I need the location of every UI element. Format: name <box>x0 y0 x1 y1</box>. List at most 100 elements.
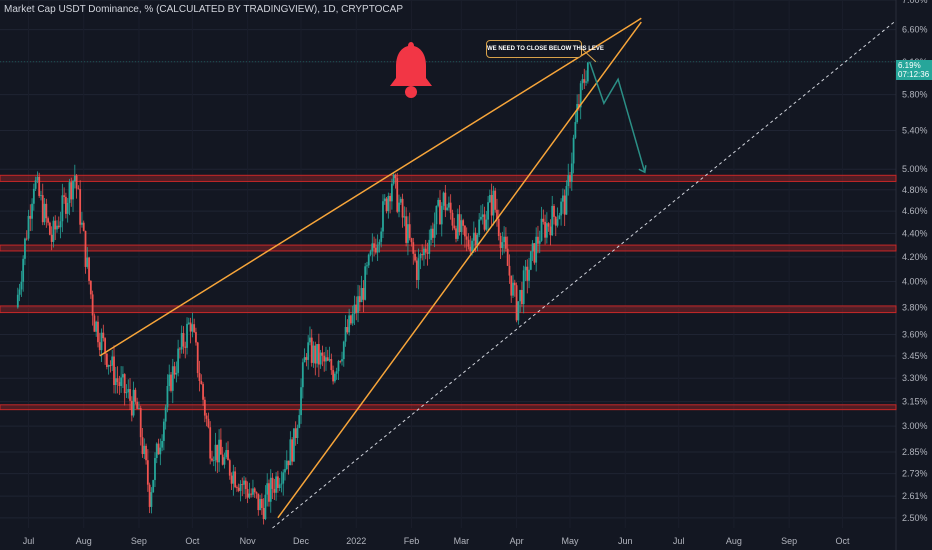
candle-body <box>341 359 343 362</box>
candle-body <box>75 175 78 189</box>
candle-body <box>337 361 340 372</box>
candle-body <box>474 232 477 246</box>
candle-body <box>415 260 418 281</box>
candle-body <box>344 327 347 342</box>
candle-body <box>476 234 479 246</box>
candle-body <box>528 269 530 281</box>
candle-body <box>515 285 518 321</box>
candle-body <box>241 483 244 485</box>
candle-body <box>221 454 224 465</box>
candle-body <box>236 487 238 488</box>
candle-body <box>412 242 415 254</box>
candle-body <box>421 254 424 256</box>
candle-body <box>544 221 546 238</box>
wedge-trendline <box>277 21 642 519</box>
candle-body <box>77 188 80 190</box>
y-tick-label: 3.00% <box>902 421 928 431</box>
candle-body <box>139 408 142 438</box>
candle-body <box>453 225 456 229</box>
candle-body <box>357 296 359 313</box>
candle-body <box>146 460 149 485</box>
candle-body <box>25 238 28 240</box>
candle-body <box>141 437 144 455</box>
support-zone <box>0 305 897 314</box>
candle-body <box>253 488 256 493</box>
candle-body <box>260 498 263 508</box>
candle-body <box>189 322 192 332</box>
candle-body <box>259 498 261 511</box>
candle-body <box>585 81 587 83</box>
candle-body <box>285 460 288 470</box>
candle-body <box>132 389 135 416</box>
candle-body <box>284 469 286 473</box>
candle-body <box>65 196 67 214</box>
x-tick-label: Feb <box>404 536 420 546</box>
candle-body <box>312 345 315 363</box>
candle-body <box>540 218 543 241</box>
y-tick-label: 6.60% <box>902 25 928 35</box>
x-tick-label: Jun <box>618 536 633 546</box>
x-tick-label: Jul <box>673 536 685 546</box>
candle-body <box>385 198 388 212</box>
candle-body <box>301 362 304 388</box>
candle-body <box>150 492 153 507</box>
candle-body <box>497 219 500 237</box>
candle-body <box>561 195 564 202</box>
candle-body <box>104 338 106 354</box>
candle-body <box>488 195 491 203</box>
candle-body <box>390 183 393 202</box>
candle-body <box>471 240 473 252</box>
candle-body <box>506 248 509 266</box>
x-tick-label: Sep <box>131 536 147 546</box>
candle-body <box>127 389 130 393</box>
candle-body <box>243 480 245 485</box>
candle-body <box>43 203 46 223</box>
candle-body <box>447 202 450 208</box>
candle-body <box>196 342 199 374</box>
candle-body <box>569 175 571 182</box>
candle-body <box>576 104 579 123</box>
candle-body <box>98 342 101 351</box>
candle-body <box>481 214 484 217</box>
candle-body <box>143 445 146 455</box>
candle-body <box>198 373 201 382</box>
candle-body <box>551 205 554 236</box>
candle-body <box>289 439 292 466</box>
candle-body <box>202 384 204 400</box>
y-tick-label: 4.40% <box>902 229 928 239</box>
bell-icon[interactable] <box>388 38 434 100</box>
x-tick-label: Sep <box>781 536 797 546</box>
last-price-badge: 6.19% 07:12:36 <box>896 60 932 80</box>
candle-body <box>134 389 137 402</box>
candle-body <box>296 427 299 438</box>
y-tick-label: 4.20% <box>902 252 928 262</box>
candle-body <box>81 222 83 225</box>
callout-annotation[interactable]: WE NEED TO CLOSE BELOW THIS LEVE <box>486 40 604 58</box>
candle-body <box>387 195 390 212</box>
candle-body <box>458 214 461 233</box>
candle-body <box>305 357 308 360</box>
x-tick-label: Mar <box>454 536 470 546</box>
projection-arrow <box>588 61 646 173</box>
candle-body <box>40 195 42 196</box>
candle-body <box>487 202 489 220</box>
candle-body <box>579 83 582 108</box>
chart-title: Market Cap USDT Dominance, % (CALCULATED… <box>4 4 403 15</box>
candle-body <box>187 322 190 324</box>
candle-body <box>171 366 174 391</box>
candle-body <box>396 178 399 212</box>
candle-body <box>186 323 188 348</box>
candle-body <box>517 301 520 321</box>
candle-body <box>367 254 370 266</box>
candle-body <box>225 450 228 458</box>
candle-body <box>250 493 253 495</box>
candle-body <box>136 401 139 409</box>
candle-body <box>179 348 181 350</box>
candle-body <box>513 282 516 286</box>
candle-body <box>373 243 375 248</box>
candle-body <box>287 460 290 466</box>
candle-body <box>535 236 538 263</box>
candle-body <box>398 202 400 212</box>
candle-body <box>519 290 522 302</box>
